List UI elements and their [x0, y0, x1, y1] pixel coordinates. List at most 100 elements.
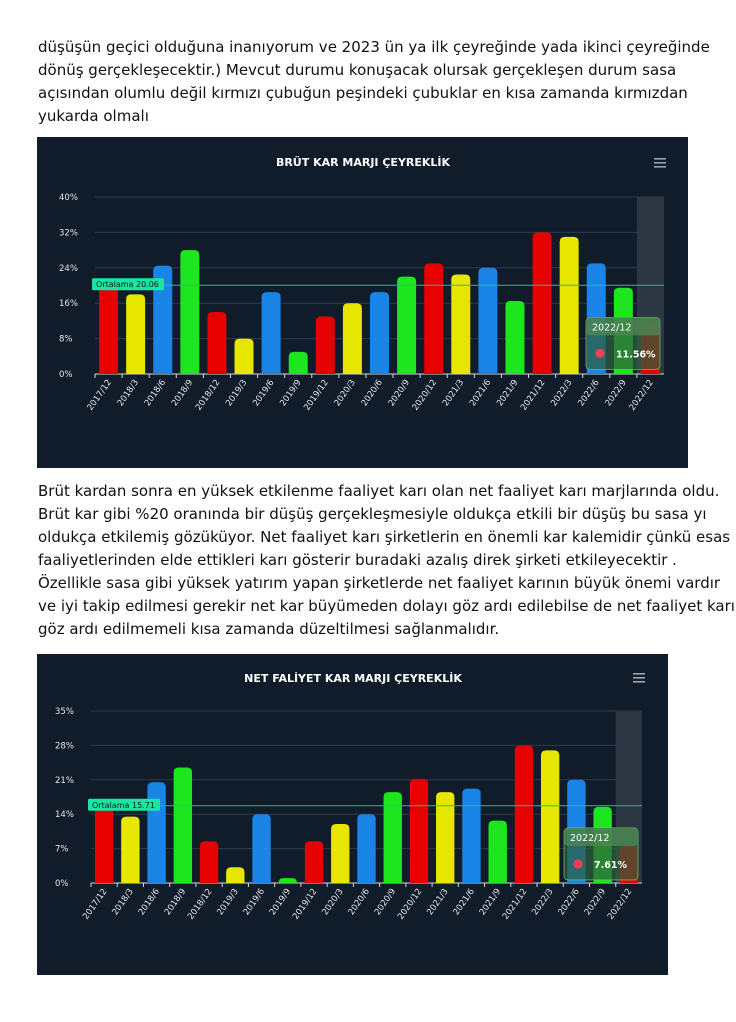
- x-tick-label: 2022/12: [606, 887, 634, 922]
- tooltip: 2022/12 7.61%: [563, 827, 639, 881]
- bar-2020-3: [331, 824, 350, 883]
- average-label: Ortalama 15.71: [92, 801, 155, 810]
- bar-2018-12: [207, 312, 227, 374]
- x-tick-label: 2020/12: [411, 378, 439, 413]
- intro-paragraph: düşüşün geçici olduğuna inanıyorum ve 20…: [38, 36, 710, 128]
- y-tick-label: 40%: [59, 193, 78, 203]
- tooltip-header: [564, 827, 638, 846]
- tooltip-period: 2022/12: [592, 322, 631, 333]
- x-tick-label: 2022/12: [627, 378, 655, 413]
- text-line: faaliyetlerinden elde ettikleri karı gös…: [38, 551, 677, 569]
- gross-margin-chart-svg: BRÜT KAR MARJI ÇEYREKLİK 0% 8% 16% 24% 32% 40%…: [59, 155, 666, 413]
- chart-title: NET FALİYET KAR MARJI ÇEYREKLİK: [244, 671, 462, 685]
- x-tick-label: 2022/9: [583, 887, 608, 917]
- net-operating-margin-chart: NET FALİYET KAR MARJI ÇEYREKLİK 0% 7% 14% 21…: [37, 654, 668, 975]
- chart-title: BRÜT KAR MARJI ÇEYREKLİK: [276, 155, 451, 169]
- bar-2021-12: [532, 232, 552, 374]
- bar-2019-12: [315, 316, 335, 374]
- tooltip-header: [586, 317, 660, 336]
- bar-2022-3: [540, 750, 560, 883]
- tooltip-marker-icon: [573, 859, 583, 869]
- average-label-bg: [88, 798, 160, 811]
- x-tick-label: 2018/6: [137, 887, 162, 917]
- x-tick-label: 2020/12: [396, 887, 424, 922]
- text-line: Brüt kardan sonra en yüksek etkilenme fa…: [38, 482, 720, 500]
- x-tick-label: 2020/9: [387, 378, 412, 408]
- text-line: yukarda olmalı: [38, 107, 149, 125]
- net-operating-margin-chart-svg: NET FALİYET KAR MARJI ÇEYREKLİK 0% 7% 14% 21…: [55, 671, 645, 922]
- x-tick-label: 2022/6: [557, 887, 582, 917]
- bar-2018-6: [153, 265, 173, 374]
- bar-2021-3: [451, 274, 471, 374]
- text-line: ve iyi takip edilmesi gerekir net kar bü…: [38, 597, 735, 615]
- x-tick-label: 2018/3: [116, 378, 141, 408]
- x-tick-label: 2019/6: [242, 887, 267, 917]
- x-tick-label: 2018/12: [194, 378, 222, 413]
- gross-margin-chart: BRÜT KAR MARJI ÇEYREKLİK 0% 8% 16% 24% 32% 40%…: [37, 137, 688, 468]
- x-tick-label: 2021/6: [468, 378, 493, 408]
- x-tick-label: 2022/6: [576, 378, 601, 408]
- x-tick-label: 2021/3: [425, 887, 450, 917]
- menu-icon-line: [654, 166, 666, 168]
- average-label: Ortalama 20.06: [96, 280, 159, 289]
- x-tick-label: 2019/9: [268, 887, 293, 917]
- y-tick-label: 8%: [59, 335, 73, 345]
- y-tick-label: 16%: [59, 299, 78, 309]
- bar-2018-9: [180, 250, 200, 374]
- y-tick-label: 21%: [55, 776, 74, 786]
- y-tick-label: 24%: [59, 264, 78, 274]
- bar-2020-3: [342, 303, 362, 374]
- bar-2018-3: [121, 816, 140, 883]
- bar-2019-12: [304, 841, 324, 883]
- x-tick-label: 2019/6: [251, 378, 276, 408]
- y-tick-label: 0%: [59, 370, 73, 380]
- bar-2021-3: [436, 792, 455, 883]
- bar-2018-3: [126, 294, 146, 374]
- menu-icon: [633, 673, 645, 683]
- x-tick-label: 2021/12: [501, 887, 529, 922]
- text-line: açısından olumlu değil kırmızı çubuğun p…: [38, 84, 688, 102]
- text-line: Brüt kar gibi %20 oranında bir düşüş ger…: [38, 505, 707, 523]
- bar-2020-12: [409, 778, 429, 883]
- bar-2018-6: [147, 782, 166, 883]
- bar-2020-12: [424, 263, 444, 374]
- x-tick-label: 2020/6: [360, 378, 385, 408]
- x-tick-label: 2022/9: [603, 378, 628, 408]
- x-tick-label: 2021/9: [495, 378, 520, 408]
- menu-icon-line: [633, 681, 645, 683]
- tooltip-period: 2022/12: [570, 833, 609, 844]
- x-tick-label: 2022/3: [530, 887, 555, 917]
- analysis-paragraph: Brüt kardan sonra en yüksek etkilenme fa…: [38, 480, 735, 641]
- bar-2019-9: [288, 351, 308, 374]
- y-tick-label: 35%: [55, 707, 74, 717]
- text-line: oldukça etkilemiş gözüküyor. Net faaliye…: [38, 528, 731, 546]
- y-tick-label: 14%: [55, 810, 74, 820]
- bar-2021-6: [462, 788, 481, 883]
- x-tick-label: 2022/3: [549, 378, 574, 408]
- x-tick-label: 2019/3: [215, 887, 240, 917]
- bar-2020-6: [370, 292, 389, 374]
- x-tick-label: 2021/3: [441, 378, 466, 408]
- bar-2020-9: [383, 792, 402, 883]
- x-tick-label: 2019/12: [302, 378, 330, 413]
- text-line: düşüşün geçici olduğuna inanıyorum ve 20…: [38, 38, 710, 56]
- menu-icon: [654, 158, 666, 168]
- x-tick-label: 2018/9: [163, 887, 188, 917]
- bar-2019-3: [226, 867, 245, 883]
- bar-2019-6: [252, 814, 271, 883]
- text-line: Özellikle sasa gibi yüksek yatırım yapan…: [38, 574, 721, 592]
- bar-2021-6: [478, 267, 498, 374]
- bar-2020-9: [397, 276, 417, 374]
- menu-icon-line: [654, 162, 666, 164]
- y-tick-label: 28%: [55, 741, 74, 751]
- y-tick-label: 0%: [55, 879, 69, 889]
- menu-icon-line: [654, 158, 666, 160]
- x-tick-label: 2021/6: [452, 887, 477, 917]
- bar-2018-12: [199, 841, 219, 883]
- bar-2020-6: [357, 814, 376, 883]
- x-tick-label: 2019/9: [278, 378, 303, 408]
- tooltip: 2022/12 11.56%: [585, 316, 661, 370]
- x-tick-label: 2021/12: [519, 378, 547, 413]
- x-tick-label: 2020/9: [373, 887, 398, 917]
- bar-2021-9: [505, 300, 525, 374]
